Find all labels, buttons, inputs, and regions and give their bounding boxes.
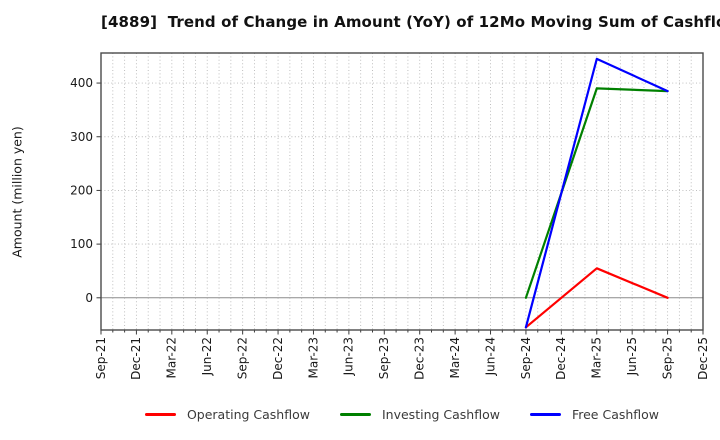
investing-cashflow-line-swatch <box>339 412 371 416</box>
y-tick-label: 400 <box>70 76 93 90</box>
x-tick-label: Dec-25 <box>696 337 710 380</box>
x-tick-label: Sep-21 <box>94 337 108 379</box>
x-tick-label: Mar-24 <box>448 337 462 378</box>
legend-item-operating-cashflow: Operating Cashflow <box>144 406 310 422</box>
legend-item-investing-cashflow: Investing Cashflow <box>339 406 500 422</box>
chart-title: [4889] Trend of Change in Amount (YoY) o… <box>101 13 720 31</box>
legend-label-investing-cashflow: Investing Cashflow <box>381 406 500 422</box>
x-tick-label: Sep-22 <box>235 337 249 379</box>
investing-cashflow-line <box>524 87 669 299</box>
x-tick-label: Sep-24 <box>519 337 533 379</box>
x-tick-label: Sep-23 <box>377 337 391 379</box>
x-tick-label: Dec-24 <box>554 337 568 380</box>
x-tick-label: Mar-23 <box>306 337 320 378</box>
legend-label-free-cashflow: Free Cashflow <box>571 406 660 422</box>
y-tick-label: 300 <box>70 130 93 144</box>
legend-label-operating-cashflow: Operating Cashflow <box>186 406 310 422</box>
x-tick-label: Jun-24 <box>483 337 497 376</box>
free-cashflow-line-swatch <box>529 412 561 416</box>
operating-cashflow-line-swatch <box>144 412 176 416</box>
x-tick-label: Jun-25 <box>625 337 639 376</box>
y-tick-label: 200 <box>70 184 93 198</box>
x-tick-label: Jun-23 <box>342 337 356 376</box>
plot-border <box>100 52 704 331</box>
free-cashflow-line <box>524 57 669 329</box>
legend: Operating Cashflow Investing Cashflow Fr… <box>101 404 703 424</box>
x-tick-label: Mar-25 <box>590 337 604 378</box>
y-tick-label: 0 <box>85 291 93 305</box>
x-tick-label: Dec-22 <box>271 337 285 380</box>
x-tick-label: Dec-23 <box>413 337 427 380</box>
y-tick-label: 100 <box>70 237 93 251</box>
x-tick-label: Dec-21 <box>129 337 143 380</box>
x-tick-label: Sep-25 <box>660 337 674 379</box>
operating-cashflow-line <box>524 267 669 329</box>
x-tick-label: Jun-22 <box>200 337 214 376</box>
legend-item-free-cashflow: Free Cashflow <box>529 406 660 422</box>
x-tick-label: Mar-22 <box>165 337 179 378</box>
